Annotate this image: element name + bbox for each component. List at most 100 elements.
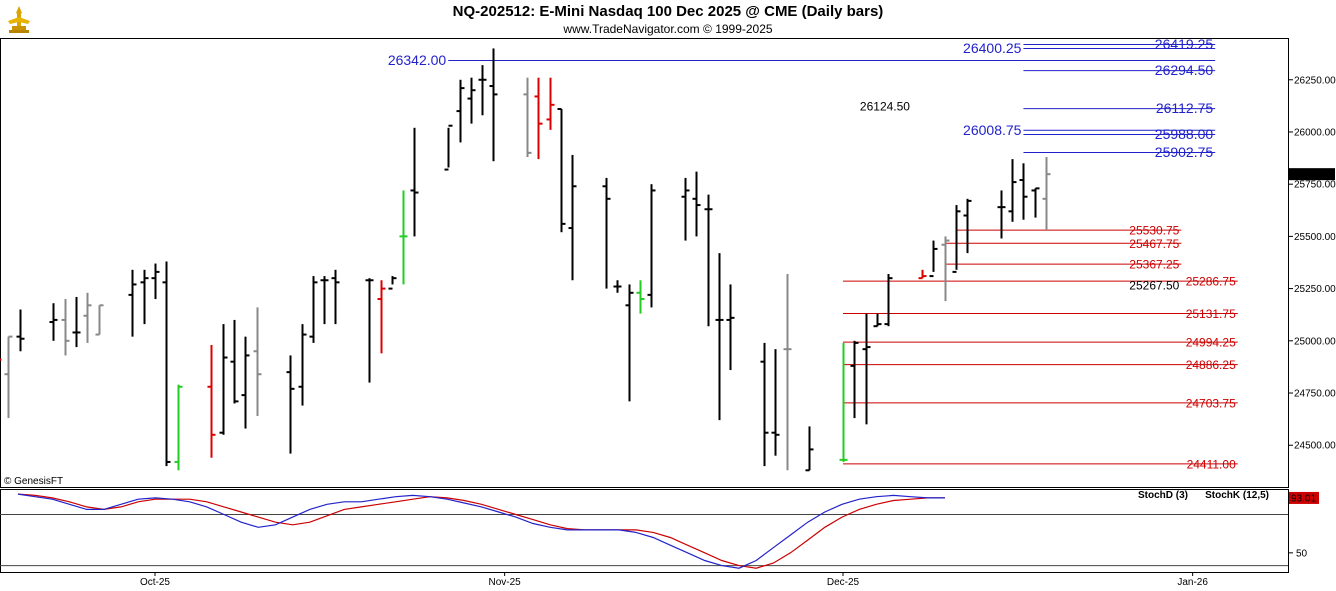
ohlc-bar (873, 313, 882, 328)
ohlc-bar (456, 79, 465, 143)
legend-stochd: StochD (3) (1138, 490, 1188, 501)
ohlc-bar (692, 171, 701, 237)
ohlc-bar (72, 296, 81, 348)
level-label: 26400.25 (963, 40, 1022, 56)
osc-last-value-marker (1289, 491, 1319, 504)
ohlc-bar (489, 48, 498, 162)
ohlc-bar (918, 269, 927, 280)
last-price-marker (1289, 168, 1335, 181)
level-label: 24411.00 (1187, 457, 1236, 471)
ohlc-bar (309, 276, 318, 343)
ohlc-bar (681, 177, 690, 241)
level-label: 26294.50 (1155, 62, 1214, 78)
ohlc-bar (95, 304, 104, 336)
x-tick-label: Jan-26 (1177, 577, 1208, 588)
ohlc-bar (613, 280, 622, 293)
level-label: 26008.75 (963, 122, 1022, 138)
ohlc-bar (884, 273, 893, 327)
ohlc-bar (128, 269, 137, 337)
ohlc-bar (1019, 163, 1028, 220)
ohlc-bar (952, 205, 961, 273)
ohlc-bar (298, 324, 307, 406)
ohlc-bar (760, 342, 769, 467)
ohlc-bar (726, 284, 735, 371)
level-label: 24994.25 (1186, 336, 1236, 350)
osc-last-value-label: 93.01 (1291, 493, 1316, 504)
ohlc-bar (850, 340, 859, 419)
price-panel-border (0, 38, 1289, 488)
level-label: 26419.25 (1155, 36, 1214, 52)
y-tick-label: 24750.00 (1294, 389, 1336, 400)
osc-tick-label: 50 (1296, 548, 1308, 559)
ohlc-bar (647, 184, 656, 308)
ohlc-bar (636, 280, 645, 314)
level-label: 25988.00 (1155, 126, 1214, 142)
x-tick-label: Nov-25 (489, 577, 522, 588)
last-price-label: 25798.00 (1290, 170, 1332, 181)
ohlc-bar (219, 324, 228, 435)
stochastic-panel (17, 493, 945, 569)
y-tick-label: 26000.00 (1294, 127, 1336, 138)
ohlc-bar (365, 278, 374, 383)
level-label: 25467.75 (1129, 237, 1179, 251)
ohlc-bar (83, 292, 92, 343)
level-label: 26342.00 (388, 52, 447, 68)
ohlc-bar (410, 127, 419, 237)
ohlc-bar (49, 303, 58, 341)
osc-line (17, 493, 945, 569)
ohlc-bar (771, 349, 780, 456)
ohlc-bar (444, 124, 453, 171)
y-tick-label: 25750.00 (1294, 180, 1336, 191)
ohlc-bar (523, 77, 532, 158)
ohlc-bar (320, 276, 329, 325)
ohlc-bar (388, 276, 397, 290)
ohlc-bar (1031, 187, 1040, 218)
ohlc-bar (4, 335, 13, 419)
ohlc-bar (0, 358, 2, 361)
y-tick-label: 25250.00 (1294, 284, 1336, 295)
y-tick-label: 25500.00 (1294, 232, 1336, 243)
ohlc-bars (0, 48, 1051, 472)
ohlc-bar (174, 384, 183, 471)
ohlc-bar (467, 77, 476, 124)
chart-title: NQ-202512: E-Mini Nasdaq 100 Dec 2025 @ … (452, 3, 884, 20)
y-tick-label: 25000.00 (1294, 336, 1336, 347)
level-label: 24886.25 (1186, 358, 1236, 372)
ohlc-bar (805, 426, 814, 472)
axes: 24500.00 24750.00 25000.00 25250.00 25500.00… (140, 75, 1336, 588)
y-tick-label: 26250.00 (1294, 75, 1336, 86)
ohlc-bar (286, 355, 295, 454)
level-label: 24703.75 (1186, 396, 1236, 410)
ohlc-bar (625, 284, 634, 402)
level-label: 26112.75 (1156, 100, 1214, 116)
ohlc-bar (997, 190, 1006, 239)
ohlc-bar (783, 273, 792, 471)
ohlc-bar (715, 253, 724, 421)
ohlc-bar (568, 154, 577, 281)
chart-subtitle: www.TradeNavigator.com © 1999-2025 (563, 22, 773, 36)
ohlc-bar (602, 177, 611, 289)
ohlc-bar (399, 190, 408, 285)
level-label: 25902.75 (1155, 144, 1214, 160)
level-label: 25530.75 (1129, 224, 1179, 238)
ohlc-bar (253, 307, 262, 416)
ohlc-bar (963, 198, 972, 254)
ohlc-bar (941, 236, 950, 302)
chart-header: NQ-202512: E-Mini Nasdaq 100 Dec 2025 @ … (0, 0, 1336, 40)
legend-stochk: StochK (12,5) (1205, 490, 1269, 501)
ohlc-bar (704, 194, 713, 327)
ohlc-bar (929, 240, 938, 278)
level-label: 26124.50 (860, 100, 910, 114)
watermark: © GenesisFT (4, 476, 63, 487)
ohlc-bar (207, 344, 216, 458)
ohlc-bar (151, 263, 160, 300)
ohlc-bar (1008, 159, 1017, 222)
ohlc-bar (331, 269, 340, 325)
ohlc-bar (478, 65, 487, 116)
level-label: 25286.75 (1186, 275, 1236, 289)
osc-panel-border (0, 489, 1289, 573)
ohlc-bar (546, 77, 555, 130)
ohlc-bar (557, 108, 566, 233)
y-tick-label: 24500.00 (1294, 441, 1336, 452)
ohlc-bar (839, 342, 848, 462)
